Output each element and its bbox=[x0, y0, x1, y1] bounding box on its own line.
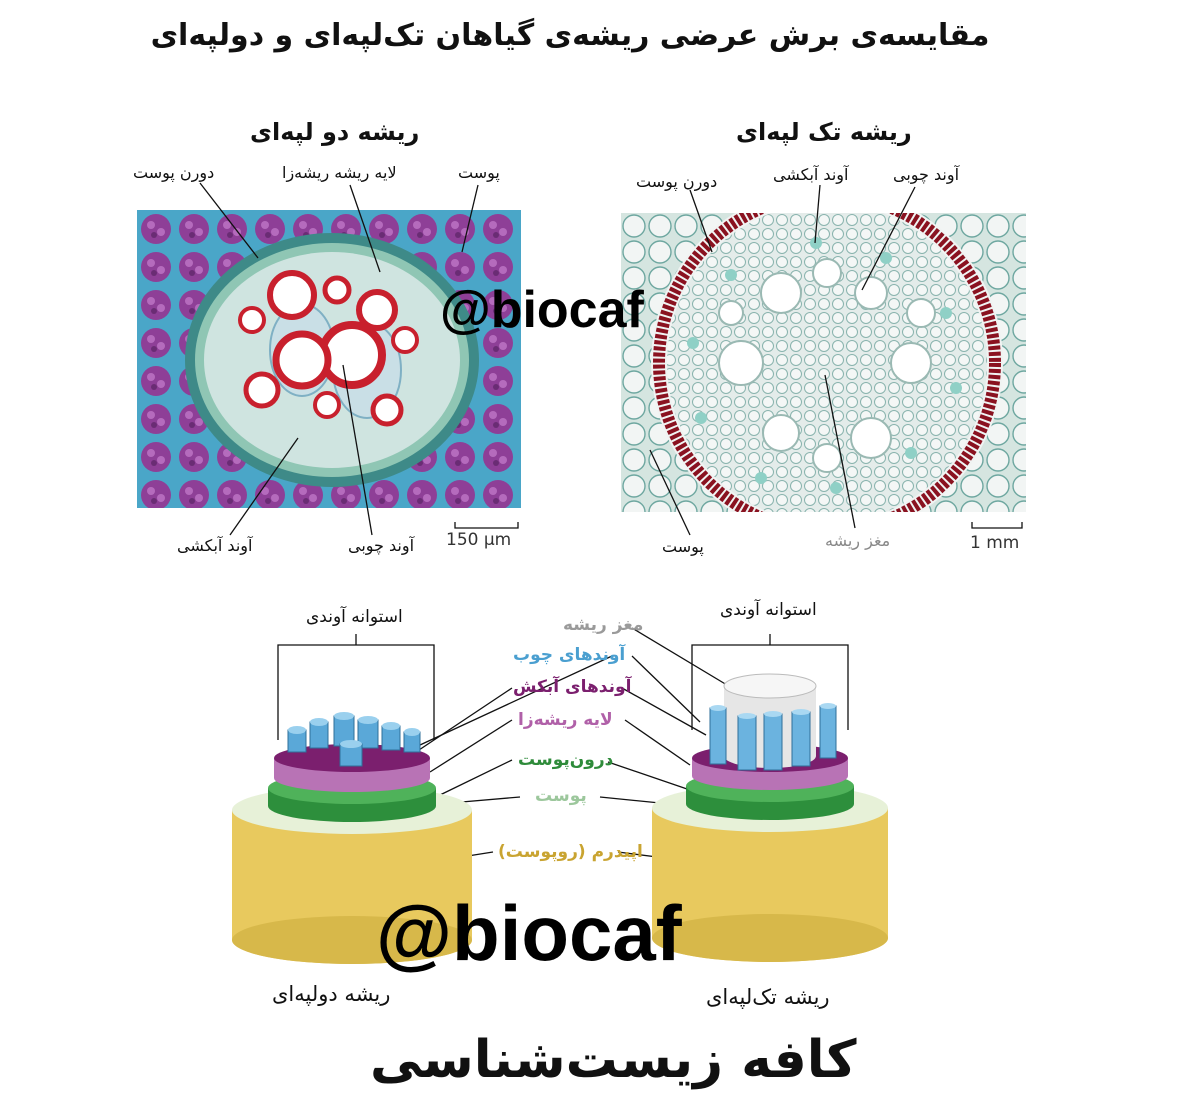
monocot-label-pith: مغز ریشه bbox=[825, 531, 891, 550]
diagram-label-endodermis: درون‌پوست bbox=[518, 750, 614, 770]
monocot-label-endodermis: دورن پوست bbox=[636, 172, 718, 191]
diagram-label-cortex: پوست bbox=[535, 786, 587, 806]
diagram-label-pith: مغز ریشه bbox=[563, 615, 644, 635]
dicot-label-xylem: آوند چوبی bbox=[348, 536, 415, 555]
watermark-top: @biocaf bbox=[440, 281, 644, 339]
diagram-label-phloem: آوندهای آبکش bbox=[513, 677, 632, 697]
monocot-label-xylem: آوند چوبی bbox=[893, 165, 960, 184]
page-title: مقایسه‌ی برش عرضی ریشه‌ی گیاهان تک‌لپه‌ا… bbox=[150, 18, 990, 53]
monocot-scale-bar: 1 mm bbox=[970, 533, 1020, 553]
monocot-caption: ریشه تک‌لپه‌ای bbox=[706, 985, 830, 1009]
dicot-label-endodermis: دورن پوست bbox=[133, 163, 215, 182]
dicot-cylinder bbox=[232, 712, 472, 964]
dicot-label-cortex: پوست bbox=[458, 163, 500, 182]
monocot-micrograph bbox=[621, 213, 1026, 512]
monocot-label-phloem: آوند آبکشی bbox=[773, 165, 849, 184]
dicot-vascular-cylinder-label: استوانه آوندی bbox=[306, 607, 403, 627]
dicot-caption: ریشه دولپه‌ای bbox=[272, 982, 391, 1006]
monocot-label-cortex: پوست bbox=[662, 537, 704, 556]
footer-brand: کافه زیست‌شناسی bbox=[370, 1030, 857, 1090]
diagram-label-pericycle: لایه ریشه‌زا bbox=[518, 710, 613, 730]
dicot-label-pericycle: لایه ریشه ریشه‌زا bbox=[282, 163, 397, 182]
diagram-label-xylem: آوندهای چوب bbox=[513, 645, 626, 665]
monocot-panel-title: ریشه تک لپه‌ای bbox=[736, 118, 912, 146]
dicot-micrograph bbox=[137, 210, 521, 508]
monocot-cylinder bbox=[652, 673, 888, 962]
diagram-label-epidermis: اپیدرم (روپوست) bbox=[498, 842, 643, 862]
dicot-panel-title: ریشه دو لپه‌ای bbox=[250, 118, 420, 146]
dicot-scale-bar: 150 µm bbox=[446, 530, 512, 550]
watermark-bottom: @biocaf bbox=[376, 889, 682, 977]
dicot-label-phloem: آوند آبکشی bbox=[177, 536, 253, 555]
monocot-vascular-cylinder-label: استوانه آوندی bbox=[720, 600, 817, 620]
